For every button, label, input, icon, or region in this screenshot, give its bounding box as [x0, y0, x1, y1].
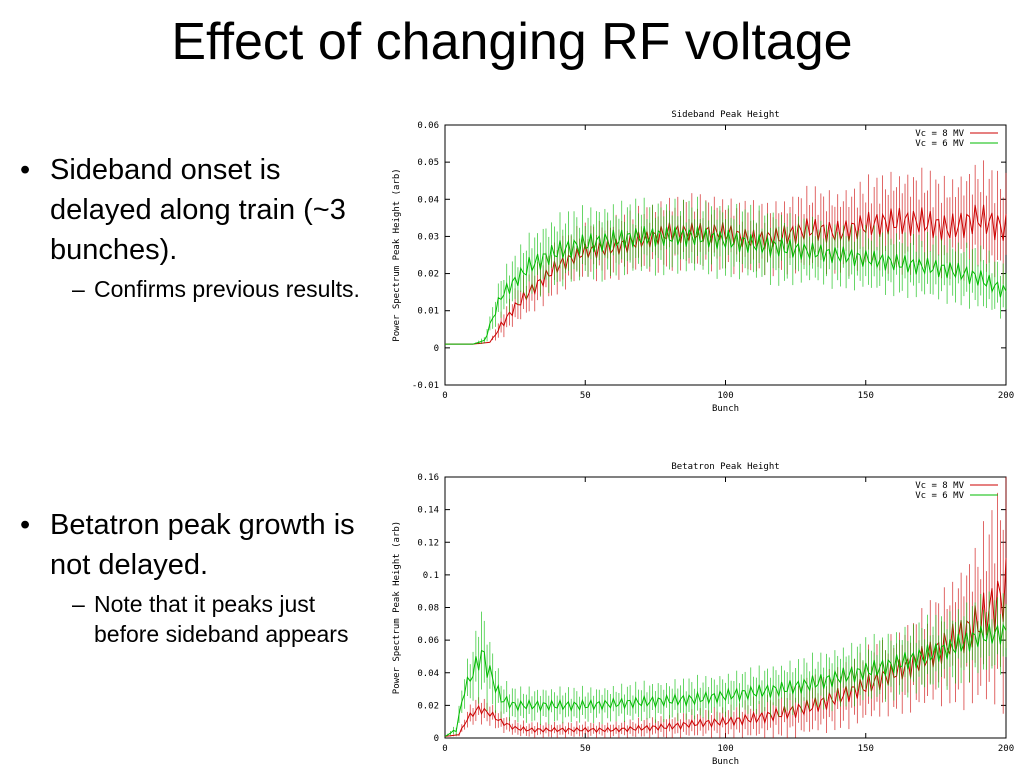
y-tick-label: 0.02	[417, 701, 439, 711]
sideband-chart: Sideband Peak Height -0.01 0 0.01 0.02 0.03 0.…	[385, 100, 1024, 420]
legend-label: Vc = 8 MV	[915, 129, 964, 139]
bullet-item: • Sideband onset is delayed along train …	[20, 150, 365, 270]
y-tick-label: 0.14	[417, 506, 439, 516]
bullet-block-sideband: • Sideband onset is delayed along train …	[20, 150, 365, 304]
bullet-block-betatron: • Betatron peak growth is not delayed. –…	[20, 505, 365, 649]
series-1	[445, 196, 1007, 345]
dash-icon: –	[72, 591, 85, 617]
y-axis-label: Power Spectrum Peak Height (arb)	[392, 521, 402, 694]
x-tick-label: 50	[580, 391, 591, 401]
slide-title: Effect of changing RF voltage	[171, 13, 853, 71]
series-line	[445, 226, 1007, 345]
y-tick-label: 0.01	[417, 307, 439, 317]
x-tick-label: 200	[998, 391, 1014, 401]
sub-bullet-item: – Confirms previous results.	[20, 274, 365, 304]
bullet-item: • Betatron peak growth is not delayed.	[20, 505, 365, 585]
x-tick-label: 0	[442, 391, 447, 401]
y-tick-label: 0.03	[417, 232, 439, 242]
bullet-list: • Sideband onset is delayed along train …	[0, 0, 380, 768]
x-tick-label: 150	[858, 391, 874, 401]
x-axis-label: Bunch	[712, 757, 739, 767]
y-tick-label: 0.08	[417, 604, 439, 614]
y-tick-label: 0.12	[417, 538, 439, 548]
y-tick-label: 0.02	[417, 270, 439, 280]
series-line	[444, 557, 1007, 737]
y-tick-label: 0.06	[417, 636, 439, 646]
dash-icon: –	[72, 276, 85, 302]
y-tick-label: 0.05	[417, 158, 439, 168]
series-line	[444, 623, 1007, 737]
chart-title: Sideband Peak Height	[671, 110, 779, 120]
bullet-text: Sideband onset is delayed along train (~…	[50, 154, 346, 266]
sub-bullet-text: Note that it peaks just before sideband …	[94, 591, 349, 647]
y-axis-label: Power Spectrum Peak Height (arb)	[392, 168, 402, 341]
series-1	[444, 591, 1007, 737]
x-tick-label: 0	[442, 744, 447, 754]
x-tick-label: 100	[717, 744, 733, 754]
y-tick-label: 0.04	[417, 669, 439, 679]
y-tick-label: 0.04	[417, 195, 439, 205]
x-tick-label: 200	[998, 744, 1014, 754]
x-tick-label: 50	[580, 744, 591, 754]
y-tick-label: 0.1	[423, 571, 439, 581]
bullet-text: Betatron peak growth is not delayed.	[50, 509, 355, 581]
betatron-chart-svg: Betatron Peak Height 0 0.02 0.04 0.06 0.08 0.1…	[392, 462, 1014, 767]
legend-label: Vc = 6 MV	[915, 491, 964, 501]
sideband-chart-svg: Sideband Peak Height-0.0100.010.020.030.…	[392, 110, 1014, 414]
y-tick-label: 0	[434, 734, 439, 744]
y-tick-label: 0.16	[417, 473, 439, 483]
bullet-dot-icon: •	[20, 509, 31, 541]
y-tick-label: 0.06	[417, 121, 439, 131]
chart-title: Betatron Peak Height	[671, 462, 779, 472]
legend-label: Vc = 8 MV	[915, 481, 964, 491]
x-tick-label: 100	[717, 391, 733, 401]
y-tick-label: 0	[434, 344, 439, 354]
y-tick-label: -0.01	[412, 381, 439, 391]
sub-bullet-text: Confirms previous results.	[94, 276, 360, 302]
x-tick-label: 150	[858, 744, 874, 754]
x-axis-label: Bunch	[712, 404, 739, 414]
betatron-chart: Betatron Peak Height 0 0.02 0.04 0.06 0.08 0.1…	[385, 455, 1024, 768]
bullet-dot-icon: •	[20, 154, 31, 186]
sub-bullet-item: – Note that it peaks just before sideban…	[20, 589, 365, 649]
legend-label: Vc = 6 MV	[915, 139, 964, 149]
